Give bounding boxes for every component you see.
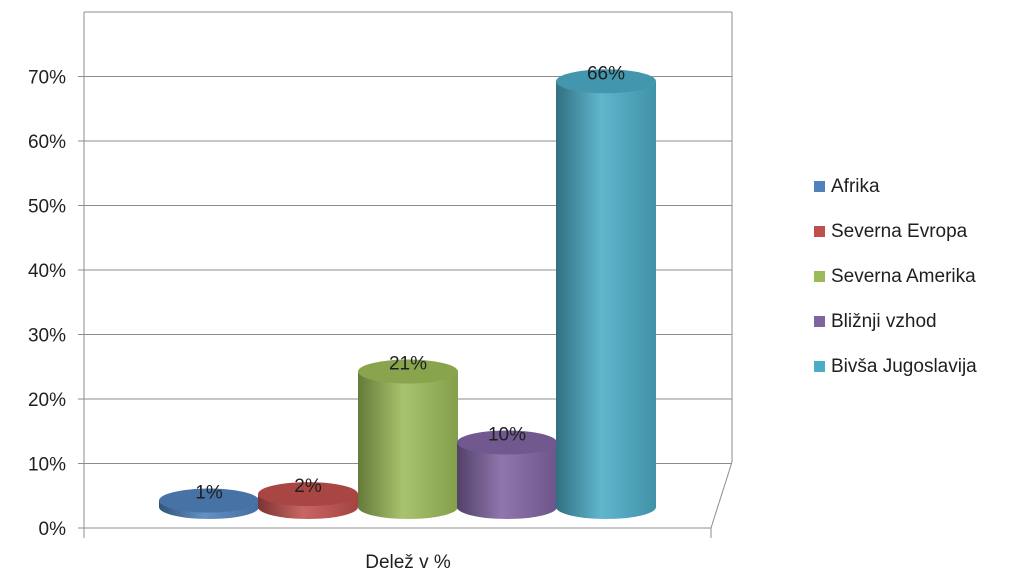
data-label: 66% xyxy=(587,63,625,84)
floor-edge xyxy=(710,461,733,529)
legend-item: Severna Evropa xyxy=(814,221,1019,242)
bar xyxy=(556,69,656,520)
bar-top xyxy=(358,359,458,384)
y-tick-label: 10% xyxy=(28,455,66,476)
bar-body xyxy=(556,81,656,520)
bar-top xyxy=(258,482,358,507)
data-label: 10% xyxy=(488,425,526,446)
legend: Afrika Severna Evropa Severna Amerika Bližn… xyxy=(814,176,1019,401)
gridlines xyxy=(84,11,732,464)
bar-body xyxy=(358,371,458,519)
data-label: 2% xyxy=(294,476,322,497)
bar-top xyxy=(556,69,656,94)
bar-body xyxy=(457,442,557,519)
y-tick-label: 40% xyxy=(28,261,66,282)
legend-item: Severna Amerika xyxy=(814,266,1019,287)
legend-item: Bližnji vzhod xyxy=(814,311,1019,332)
legend-label: Severna Amerika xyxy=(831,265,976,287)
legend-swatch xyxy=(814,226,825,237)
data-label: 21% xyxy=(389,354,427,375)
y-tick-labels: 0% 10% 20% 30% 40% 50% 60% 70% xyxy=(28,68,66,541)
y-tick-label: 30% xyxy=(28,326,66,347)
y-tick-label: 50% xyxy=(28,197,66,218)
legend-item: Bivša Jugoslavija xyxy=(814,356,1019,377)
bar xyxy=(457,430,557,519)
bar xyxy=(258,482,358,519)
bar-top xyxy=(457,430,557,455)
y-tick-label: 20% xyxy=(28,390,66,411)
data-label: 1% xyxy=(195,483,223,504)
legend-label: Afrika xyxy=(831,175,880,197)
bar xyxy=(358,359,458,519)
bar xyxy=(159,488,259,519)
y-tick-label: 0% xyxy=(39,519,67,540)
axes xyxy=(78,12,733,538)
legend-swatch xyxy=(814,181,825,192)
legend-item: Afrika xyxy=(814,176,1019,197)
y-tick-label: 70% xyxy=(28,68,66,89)
data-labels: 1% 2% 21% 10% 66% xyxy=(195,63,625,503)
bars xyxy=(159,69,656,520)
legend-swatch xyxy=(814,271,825,282)
legend-label: Severna Evropa xyxy=(831,220,968,242)
legend-swatch xyxy=(814,361,825,372)
bar-top xyxy=(159,488,259,513)
y-tick-label: 60% xyxy=(28,132,66,153)
legend-swatch xyxy=(814,316,825,327)
x-axis-label: Delež v % xyxy=(365,552,451,573)
legend-label: Bližnji vzhod xyxy=(831,310,937,332)
legend-label: Bivša Jugoslavija xyxy=(831,355,977,377)
